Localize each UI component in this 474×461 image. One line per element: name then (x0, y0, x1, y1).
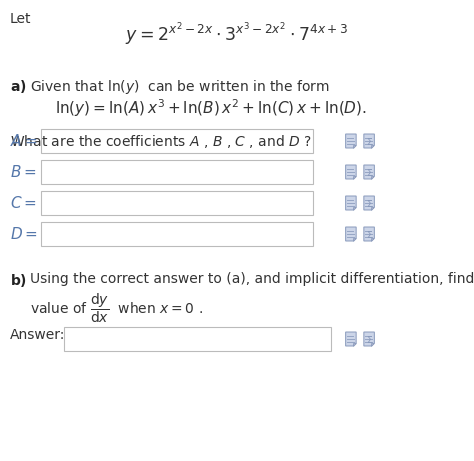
Text: $C =$: $C =$ (10, 195, 37, 211)
Text: $\Sigma$: $\Sigma$ (365, 198, 373, 209)
Polygon shape (346, 165, 356, 179)
Polygon shape (371, 145, 374, 148)
Text: $\ln(y) = \ln(A)\,x^3 + \ln(B)\,x^2 + \ln(C)\,x + \ln(D).$: $\ln(y) = \ln(A)\,x^3 + \ln(B)\,x^2 + \l… (55, 97, 367, 118)
Polygon shape (364, 165, 374, 179)
Polygon shape (364, 134, 374, 148)
Text: Answer:: Answer: (10, 328, 65, 342)
Text: $\Sigma$: $\Sigma$ (365, 229, 373, 240)
Text: Using the correct answer to (a), and implicit differentiation, find the: Using the correct answer to (a), and imp… (30, 272, 474, 286)
Polygon shape (364, 332, 374, 346)
FancyBboxPatch shape (41, 191, 313, 215)
Text: Given that $\ln(y)$  can be written in the form: Given that $\ln(y)$ can be written in th… (30, 78, 330, 96)
Polygon shape (371, 207, 374, 210)
Text: $\Sigma$: $\Sigma$ (365, 334, 373, 345)
Text: What are the coefficients $A$ , $B$ , $C$ , and $D$ ?: What are the coefficients $A$ , $B$ , $C… (10, 133, 312, 150)
Polygon shape (353, 343, 356, 346)
Polygon shape (371, 238, 374, 241)
FancyBboxPatch shape (41, 222, 313, 246)
Text: $y = 2^{x^2-2x} \cdot 3^{x^3-2x^2} \cdot 7^{4x+3}$: $y = 2^{x^2-2x} \cdot 3^{x^3-2x^2} \cdot… (126, 20, 348, 47)
Polygon shape (364, 227, 374, 241)
Polygon shape (353, 238, 356, 241)
Text: $D =$: $D =$ (10, 226, 38, 242)
Text: $\mathbf{b)}$: $\mathbf{b)}$ (10, 272, 27, 289)
Polygon shape (353, 207, 356, 210)
FancyBboxPatch shape (64, 327, 331, 351)
Polygon shape (346, 332, 356, 346)
Polygon shape (371, 176, 374, 179)
Polygon shape (353, 145, 356, 148)
Polygon shape (353, 176, 356, 179)
Polygon shape (346, 227, 356, 241)
Polygon shape (371, 343, 374, 346)
FancyBboxPatch shape (41, 160, 313, 184)
Polygon shape (364, 196, 374, 210)
Text: $\Sigma$: $\Sigma$ (365, 167, 373, 178)
Text: $B =$: $B =$ (10, 164, 36, 180)
Text: value of $\dfrac{\mathrm{d}y}{\mathrm{d}x}$  when $x = 0$ .: value of $\dfrac{\mathrm{d}y}{\mathrm{d}… (30, 292, 203, 325)
Polygon shape (346, 134, 356, 148)
Text: $A =$: $A =$ (10, 133, 37, 149)
Polygon shape (346, 196, 356, 210)
FancyBboxPatch shape (41, 129, 313, 153)
Text: Let: Let (10, 12, 31, 26)
Text: $\Sigma$: $\Sigma$ (365, 136, 373, 147)
Text: $\mathbf{a)}$: $\mathbf{a)}$ (10, 78, 27, 95)
